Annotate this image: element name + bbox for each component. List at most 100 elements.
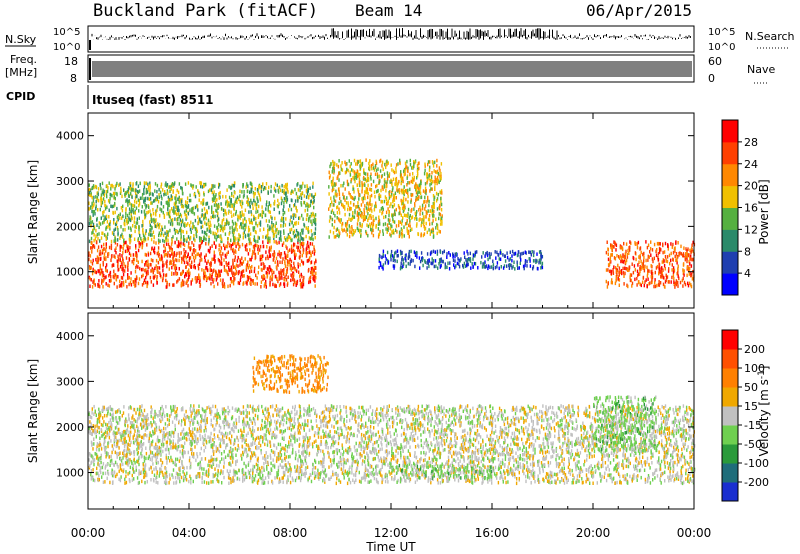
scatter-cell: [259, 244, 262, 249]
scatter-cell: [686, 273, 688, 278]
scatter-cell: [352, 185, 354, 189]
scatter-cell: [130, 277, 132, 281]
scatter-cell: [433, 201, 435, 205]
scatter-cell: [366, 176, 369, 180]
scatter-cell: [209, 188, 211, 192]
scatter-cell: [150, 225, 153, 229]
scatter-cell: [382, 229, 384, 233]
scatter-cell: [311, 193, 313, 197]
scatter-cell: [261, 257, 263, 262]
scatter-cell: [435, 170, 437, 174]
scatter-cell: [92, 244, 94, 249]
scatter-cell: [111, 423, 113, 427]
scatter-cell: [544, 445, 546, 450]
scatter-cell: [108, 432, 110, 436]
scatter-cell: [236, 228, 238, 232]
scatter-cell: [154, 189, 156, 193]
scatter-cell: [338, 211, 341, 215]
scatter-cell: [436, 197, 439, 201]
scatter-cell: [440, 200, 442, 204]
scatter-cell: [161, 278, 164, 283]
scatter-cell: [361, 163, 363, 167]
scatter-cell: [634, 241, 636, 245]
scatter-cell: [643, 255, 645, 260]
scatter-cell: [312, 211, 314, 216]
scatter-cell: [340, 164, 342, 168]
scatter-cell: [311, 201, 314, 205]
scatter-cell: [157, 254, 160, 258]
scatter-cell: [608, 468, 610, 472]
scatter-cell: [403, 190, 405, 195]
scatter-cell: [307, 204, 309, 208]
scatter-cell: [471, 262, 473, 266]
scatter-cell: [478, 433, 480, 437]
scatter-cell: [434, 250, 436, 254]
scatter-cell: [496, 250, 498, 255]
scatter-cell: [487, 266, 489, 271]
scatter-cell: [223, 213, 225, 217]
scatter-cell: [667, 269, 670, 273]
scatter-cell: [175, 272, 177, 276]
scatter-cell: [382, 222, 385, 227]
scatter-cell: [357, 160, 359, 164]
scatter-cell: [314, 227, 317, 231]
scatter-cell: [137, 198, 140, 202]
scatter-cell: [369, 222, 371, 227]
scatter-cell: [150, 217, 153, 222]
scatter-cell: [105, 214, 108, 219]
scatter-cell: [688, 269, 690, 273]
scatter-cell: [183, 260, 186, 265]
scatter-cell: [673, 247, 676, 251]
scatter-cell: [181, 271, 183, 275]
scatter-cell: [433, 214, 435, 218]
scatter-cell: [448, 267, 451, 271]
scatter-cell: [330, 162, 332, 166]
scatter-cell: [647, 271, 649, 275]
scatter-cell: [221, 239, 223, 244]
scatter-cell: [171, 272, 173, 276]
scatter-cell: [218, 182, 220, 187]
scatter-cell: [238, 197, 240, 202]
scatter-cell: [345, 162, 347, 167]
scatter-cell: [402, 188, 404, 192]
scatter-cell: [292, 248, 295, 253]
scatter-cell: [268, 201, 270, 205]
scatter-cell: [91, 220, 94, 224]
scatter-cell: [103, 218, 105, 222]
scatter-cell: [419, 187, 421, 192]
scatter-cell: [265, 186, 267, 191]
scatter-cell: [440, 264, 442, 268]
scatter-cell: [132, 188, 134, 192]
scatter-cell: [91, 285, 94, 289]
scatter-cell: [290, 238, 292, 243]
scatter-cell: [170, 187, 173, 191]
scatter-cell: [337, 473, 339, 478]
scatter-cell: [332, 414, 334, 419]
scatter-cell: [129, 226, 132, 230]
scatter-cell: [358, 193, 360, 197]
scatter-cell: [212, 199, 214, 203]
scatter-cell: [242, 269, 245, 273]
scatter-cell: [233, 203, 235, 207]
scatter-cell: [162, 273, 165, 277]
scatter-cell: [292, 275, 295, 279]
scatter-cell: [656, 241, 659, 246]
scatter-cell: [274, 224, 276, 228]
scatter-cell: [290, 278, 292, 283]
scatter-cell: [193, 265, 195, 269]
scatter-cell: [454, 265, 456, 270]
scatter-cell: [664, 450, 667, 455]
scatter-cell: [142, 228, 144, 233]
scatter-cell: [332, 163, 334, 168]
scatter-cell: [108, 223, 110, 227]
scatter-cell: [276, 241, 278, 245]
scatter-cell: [474, 250, 477, 255]
scatter-cell: [439, 190, 441, 194]
scatter-cell: [237, 255, 239, 260]
scatter-cell: [170, 197, 172, 202]
scatter-cell: [433, 209, 435, 214]
scatter-cell: [359, 208, 361, 212]
scatter-cell: [368, 201, 371, 205]
scatter-cell: [121, 265, 124, 269]
scatter-cell: [256, 187, 259, 192]
